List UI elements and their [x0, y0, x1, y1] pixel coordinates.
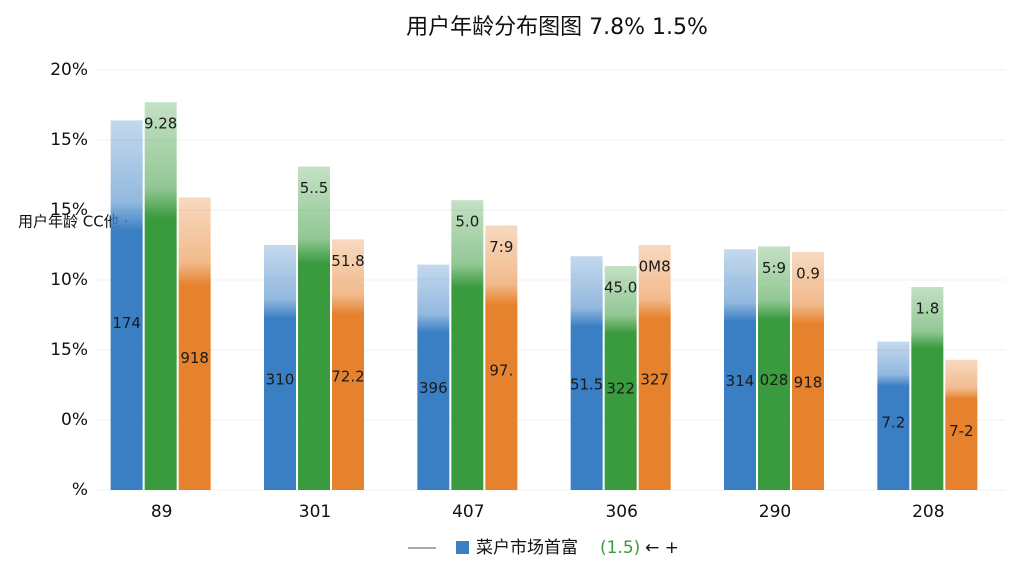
data-label: 0M8 — [639, 258, 671, 276]
y-axis-label: 用户年龄 CC他 · — [18, 213, 128, 231]
data-label: 51.5 — [570, 375, 603, 393]
bar — [945, 359, 978, 490]
data-label: 314 — [726, 372, 755, 390]
bar — [877, 341, 910, 490]
bar — [451, 200, 484, 490]
data-label: 028 — [760, 371, 789, 389]
bar — [178, 197, 211, 490]
data-label: 45.0 — [604, 279, 637, 297]
data-label: 7:9 — [489, 238, 513, 256]
chart-title: 用户年龄分布图图 7.8% 1.5% — [406, 15, 708, 40]
y-tick-label: 15% — [50, 130, 88, 150]
data-label: 310 — [266, 370, 295, 388]
data-label: 396 — [419, 379, 448, 397]
data-label: 7.2 — [881, 414, 905, 432]
data-label: 918 — [180, 349, 209, 367]
y-tick-label: 10% — [50, 270, 88, 290]
x-tick-label: 301 — [299, 502, 331, 522]
x-tick-label: 290 — [759, 502, 791, 522]
data-label: 327 — [640, 370, 669, 388]
x-tick-label: 89 — [151, 502, 173, 522]
data-label: 322 — [606, 380, 635, 398]
bar — [298, 166, 330, 490]
data-label: 51.8 — [331, 252, 364, 270]
y-tick-label: % — [72, 480, 88, 500]
bar — [724, 249, 756, 490]
y-tick-label: 15% — [50, 340, 88, 360]
bar — [638, 245, 671, 490]
data-label: 918 — [794, 373, 823, 391]
bar — [570, 256, 603, 490]
data-label: 174 — [112, 314, 141, 332]
legend-note: ← + — [645, 538, 679, 558]
data-label: 97. — [489, 361, 513, 379]
bar — [485, 225, 518, 490]
legend-swatch — [456, 541, 469, 554]
legend-note: (1.5) — [600, 538, 640, 558]
bar — [110, 120, 143, 491]
bar — [144, 102, 177, 490]
data-label: 1.8 — [915, 300, 939, 318]
data-label: 5:9 — [762, 259, 786, 277]
x-tick-label: 407 — [452, 502, 484, 522]
data-label: 7-2 — [949, 422, 974, 440]
data-label: 5.0 — [455, 213, 479, 231]
bar — [332, 239, 364, 490]
data-label: 0.9 — [796, 265, 820, 283]
bar — [911, 287, 944, 490]
y-tick-label: 15% — [50, 200, 88, 220]
x-tick-label: 208 — [912, 502, 944, 522]
data-label: 72.2 — [331, 368, 364, 386]
bar — [758, 246, 790, 490]
bar — [264, 245, 296, 490]
bar — [417, 264, 450, 490]
y-tick-label: 0% — [61, 410, 88, 430]
x-tick-label: 306 — [605, 502, 637, 522]
legend-label: 菜户市场首富 — [476, 538, 578, 558]
data-label: 5..5 — [300, 179, 329, 197]
y-tick-label: 20% — [50, 60, 88, 80]
data-label: 9.28 — [144, 115, 177, 133]
bar — [792, 252, 824, 490]
bar — [604, 266, 637, 490]
